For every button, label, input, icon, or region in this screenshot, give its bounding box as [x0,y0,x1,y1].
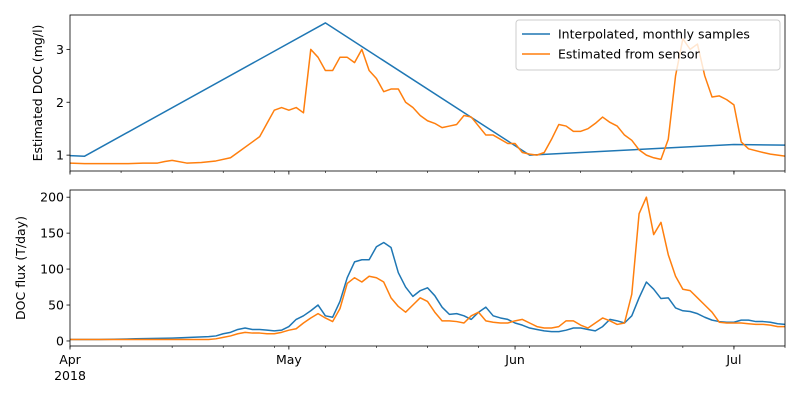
bottom-axes-frame [69,189,786,347]
xtick-label: Apr [59,352,81,367]
xtick-label: Jul [725,352,741,367]
top-ytick-label: 3 [56,42,64,57]
top-series-line-interpolated [70,22,785,157]
legend-box [515,19,781,71]
bottom-series-line-interpolated [70,241,785,341]
top-ytick-label: 1 [56,148,64,163]
xtick-label: Jun [504,352,525,367]
bottom-ytick-label: 150 [40,226,64,241]
xtick-label: May [276,352,302,367]
bottom-ytick-label: 0 [56,333,64,348]
xtick-year-label: 2018 [54,368,86,383]
bottom-ytick-label: 50 [48,298,64,313]
top-series-line-sensor [70,38,785,165]
bottom-series-line-sensor [70,196,785,341]
bottom-ytick-label: 100 [40,262,64,277]
top-ylabel: Estimated DOC (mg/l) [30,25,45,162]
top-ytick-label: 2 [56,95,64,110]
bottom-ylabel: DOC flux (T/day) [13,216,28,320]
legend-label-interpolated: Interpolated, monthly samples [558,27,750,42]
legend-label-sensor: Estimated from sensor [558,47,700,62]
bottom-ytick-label: 200 [40,190,64,205]
top-panel: 1 2 3 Estimated DOC (mg/l) Interpolated, mon… [30,14,786,175]
